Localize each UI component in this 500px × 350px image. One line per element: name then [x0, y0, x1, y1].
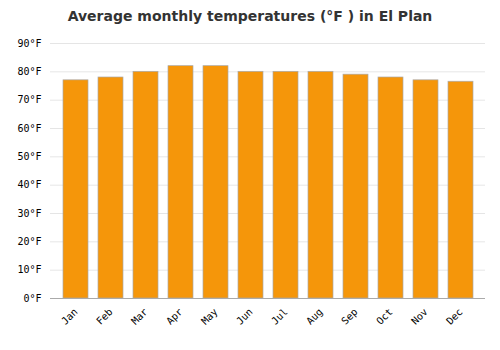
svg-text:Oct: Oct — [374, 306, 395, 327]
svg-text:Jun: Jun — [234, 306, 255, 327]
svg-text:Nov: Nov — [409, 306, 430, 327]
html-text:Average monthly temperatures (: Average monthly temperatures (°F ) in El… — [67, 8, 433, 24]
svg-text:Feb: Feb — [94, 306, 115, 327]
svg-text:Jan: Jan — [59, 306, 80, 327]
svg-text:90°F: 90°F — [17, 38, 41, 49]
svg-text:10°F: 10°F — [17, 264, 41, 275]
svg-text:Jul: Jul — [269, 306, 290, 327]
svg-text:Mar: Mar — [129, 306, 150, 327]
svg-text:Aug: Aug — [304, 306, 325, 327]
svg-text:60°F: 60°F — [17, 123, 41, 134]
svg-text:50°F: 50°F — [17, 151, 41, 162]
svg-text:0°F: 0°F — [23, 293, 41, 304]
svg-text:May: May — [199, 306, 220, 327]
svg-text:40°F: 40°F — [17, 179, 41, 190]
svg-text:80°F: 80°F — [17, 66, 41, 77]
svg-text:20°F: 20°F — [17, 236, 41, 247]
svg-text:70°F: 70°F — [17, 94, 41, 105]
svg-text:30°F: 30°F — [17, 208, 41, 219]
svg-text:Dec: Dec — [444, 306, 465, 327]
svg-text:Apr: Apr — [164, 306, 185, 327]
svg-text:Sep: Sep — [339, 306, 360, 327]
